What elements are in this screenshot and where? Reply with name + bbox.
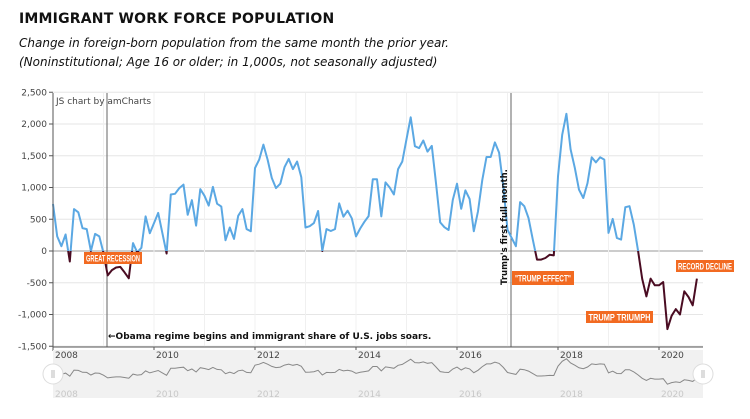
amcharts-credit: JS chart by amCharts (55, 97, 151, 107)
annotation-record-decline: RECORD DECLINE (676, 260, 734, 272)
y-tick-label: -1,000 (18, 311, 47, 321)
y-tick-label: 2,500 (21, 88, 47, 98)
annotation-obama: ←Obama regime begins and immigrant share… (108, 332, 431, 342)
y-tick-label: -1,500 (18, 342, 47, 352)
chart-note: (Noninstitutional; Age 16 or older; in 1… (19, 55, 438, 69)
x-tick-label: 2014 (358, 351, 381, 361)
svg-text:"TRUMP EFFECT": "TRUMP EFFECT" (515, 274, 571, 284)
scrollbar-preview-line (52, 358, 698, 385)
chart-title: IMMIGRANT WORK FORCE POPULATION (19, 11, 335, 27)
annotation-trump-first-month: Trump's first full month. (500, 169, 510, 285)
y-tick-label: 500 (30, 215, 47, 225)
scroll-handle-right[interactable] (692, 363, 714, 385)
scrollbar-track[interactable] (53, 350, 703, 398)
series-line-negative (67, 251, 698, 331)
scrollbar-x-label: 2010 (156, 390, 179, 400)
x-tick-label: 2012 (257, 351, 280, 361)
x-tick-label: 2020 (661, 351, 684, 361)
chart-subtitle: Change in foreign-born population from t… (19, 36, 449, 50)
series-line-positive (52, 112, 640, 251)
scrollbar-x-label: 2016 (459, 390, 482, 400)
x-tick-label: 2016 (459, 351, 482, 361)
scrollbar-x-label: 2008 (55, 390, 78, 400)
annotation-trump-effect: "TRUMP EFFECT" (512, 271, 574, 285)
x-tick-label: 2010 (156, 351, 179, 361)
x-tick-label: 2008 (55, 351, 78, 361)
scroll-handle-left[interactable] (42, 363, 64, 385)
annotation-trump-triumph: TRUMP TRIUMPH (586, 311, 653, 323)
scrollbar-x-label: 2012 (257, 390, 280, 400)
y-tick-label: 1,500 (21, 152, 47, 162)
scrollbar-x-label: 2018 (560, 390, 583, 400)
y-tick-label: -500 (27, 279, 48, 289)
svg-text:RECORD DECLINE: RECORD DECLINE (678, 262, 732, 272)
x-tick-label: 2018 (560, 351, 583, 361)
y-tick-label: 0 (41, 247, 47, 257)
y-tick-label: 1,000 (21, 184, 47, 194)
y-tick-label: 2,000 (21, 120, 47, 130)
svg-text:GREAT RECESSION: GREAT RECESSION (86, 254, 140, 264)
scrollbar-x-label: 2020 (661, 390, 684, 400)
annotation-great-recession: GREAT RECESSION (84, 252, 142, 264)
svg-text:TRUMP TRIUMPH: TRUMP TRIUMPH (589, 313, 651, 323)
scrollbar-x-label: 2014 (358, 390, 381, 400)
